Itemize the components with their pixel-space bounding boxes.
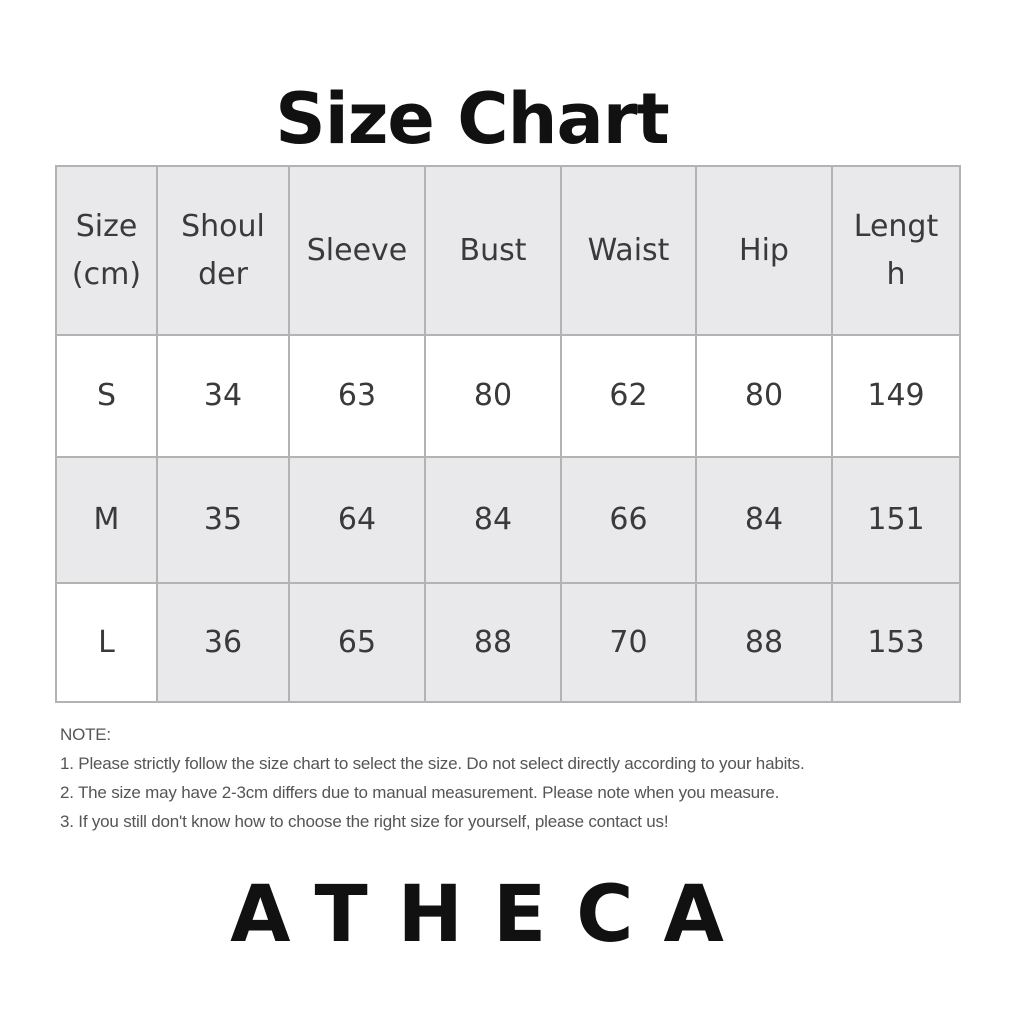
cell: 62 [560, 334, 697, 458]
size-table: Size (cm) Shoulder Sleeve Bust Waist Hip… [55, 165, 961, 703]
cell-size: L [55, 582, 158, 703]
header-sleeve: Sleeve [288, 165, 426, 336]
cell: 151 [831, 456, 961, 584]
cell: 70 [560, 582, 697, 703]
cell: 84 [424, 456, 562, 584]
cell: 153 [831, 582, 961, 703]
cell: 63 [288, 334, 426, 458]
table-row: S 34 63 80 62 80 149 [55, 334, 961, 458]
header-shoulder: Shoulder [156, 165, 290, 336]
table-row: M 35 64 84 66 84 151 [55, 456, 961, 584]
cell: 84 [695, 456, 833, 584]
note-item: 3. If you still don't know how to choose… [60, 812, 669, 831]
cell: 88 [695, 582, 833, 703]
cell: 80 [424, 334, 562, 458]
header-bust: Bust [424, 165, 562, 336]
cell: 34 [156, 334, 290, 458]
cell-size: M [55, 456, 158, 584]
cell: 66 [560, 456, 697, 584]
cell: 149 [831, 334, 961, 458]
notes-heading: NOTE: [60, 725, 111, 744]
header-hip: Hip [695, 165, 833, 336]
table-row: L 36 65 88 70 88 153 [55, 582, 961, 703]
note-item: 1. Please strictly follow the size chart… [60, 754, 805, 773]
page-title: Size Chart [275, 78, 669, 160]
cell: 36 [156, 582, 290, 703]
header-waist: Waist [560, 165, 697, 336]
header-size: Size (cm) [55, 165, 158, 336]
brand-logo: ATHECA [230, 870, 754, 960]
cell: 35 [156, 456, 290, 584]
cell: 88 [424, 582, 562, 703]
notes: NOTE: 1. Please strictly follow the size… [60, 720, 805, 836]
cell: 65 [288, 582, 426, 703]
cell: 80 [695, 334, 833, 458]
cell: 64 [288, 456, 426, 584]
header-row: Size (cm) Shoulder Sleeve Bust Waist Hip… [55, 165, 961, 336]
note-item: 2. The size may have 2-3cm differs due t… [60, 783, 780, 802]
header-length: Length [831, 165, 961, 336]
cell-size: S [55, 334, 158, 458]
